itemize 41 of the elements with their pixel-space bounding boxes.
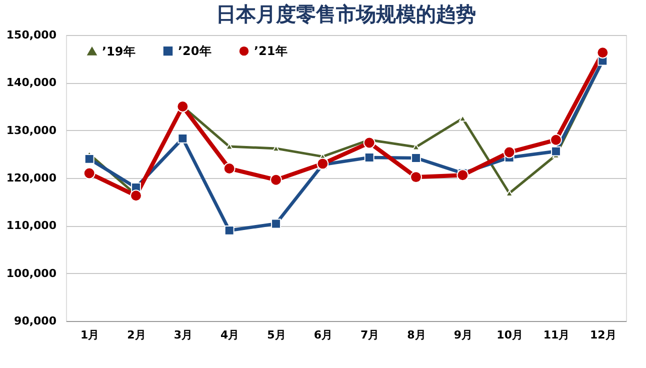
point: [550, 134, 562, 146]
x-tick-label: 12月: [590, 328, 616, 342]
point: [411, 153, 421, 163]
point: [596, 46, 609, 59]
point: [224, 225, 234, 236]
x-tick-label: 7月: [360, 328, 380, 342]
point: [410, 171, 422, 184]
y-tick-label: 140,000: [6, 76, 57, 90]
legend-label: ’21年: [254, 44, 288, 58]
chart-title: 日本月度零售市场规模的趋势: [216, 2, 476, 26]
y-tick-label: 130,000: [6, 124, 57, 137]
point: [83, 167, 96, 180]
point: [503, 146, 516, 158]
y-tick-label: 100,000: [6, 266, 57, 280]
point: [271, 218, 281, 229]
legend-label: ’19年: [102, 44, 136, 58]
point: [130, 190, 142, 202]
y-tick-label: 90,000: [14, 314, 57, 328]
x-tick-label: 9月: [454, 328, 472, 342]
x-tick-label: 1月: [80, 328, 100, 342]
x-tick-label: 2月: [127, 328, 146, 342]
point: [364, 152, 374, 162]
x-tick-label: 3月: [174, 328, 192, 342]
point: [270, 174, 282, 186]
x-tick-label: 5月: [267, 328, 286, 342]
y-tick-label: 150,000: [6, 28, 57, 42]
x-tick-label: 10月: [496, 328, 523, 342]
y-tick-label: 110,000: [6, 219, 57, 232]
point: [176, 100, 189, 112]
x-tick-label: 6月: [314, 328, 332, 342]
x-tick-label: 8月: [407, 328, 426, 342]
point: [363, 136, 376, 149]
point: [223, 162, 236, 174]
y-tick-label: 120,000: [6, 172, 57, 184]
legend-label: ’20年: [178, 44, 212, 58]
point: [178, 133, 188, 144]
point: [456, 169, 469, 182]
x-tick-label: 11月: [543, 328, 570, 342]
x-tick-label: 4月: [220, 328, 240, 342]
point: [551, 146, 561, 156]
point: [84, 154, 94, 164]
